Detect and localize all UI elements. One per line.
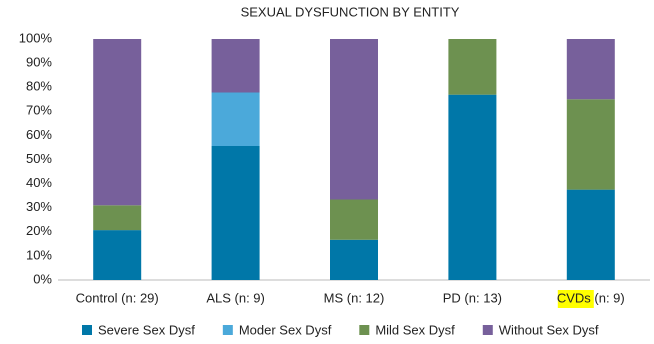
chart-title: SEXUAL DYSFUNCTION BY ENTITY bbox=[241, 4, 460, 19]
legend-label: Moder Sex Dysf bbox=[239, 322, 332, 337]
bar-segment bbox=[448, 39, 497, 95]
bar-segment bbox=[93, 205, 142, 231]
bar-segment bbox=[330, 199, 378, 240]
y-tick-label: 20% bbox=[26, 223, 52, 238]
legend-swatch bbox=[359, 325, 370, 335]
bar-segment bbox=[566, 39, 615, 100]
legend-swatch bbox=[482, 325, 493, 335]
bar-segment bbox=[566, 99, 615, 190]
bar-segment bbox=[93, 39, 142, 206]
bar-segment bbox=[566, 189, 615, 280]
legend-swatch bbox=[222, 325, 233, 335]
y-tick-label: 60% bbox=[26, 127, 52, 142]
legend-swatch bbox=[82, 325, 92, 335]
legend-label: Severe Sex Dysf bbox=[98, 322, 195, 337]
x-tick-label: MS (n: 12) bbox=[324, 290, 385, 305]
bar-segment bbox=[93, 230, 142, 280]
x-tick-label: ALS (n: 9) bbox=[206, 290, 265, 305]
bar-segment bbox=[448, 94, 497, 281]
y-tick-label: 0% bbox=[33, 271, 52, 286]
y-tick-label: 30% bbox=[26, 199, 52, 214]
y-tick-label: 90% bbox=[26, 55, 52, 70]
bar-segment bbox=[330, 239, 378, 280]
bar-segment bbox=[330, 39, 378, 200]
y-tick-label: 100% bbox=[19, 30, 53, 45]
legend-label: Without Sex Dysf bbox=[499, 322, 599, 337]
bar-segment bbox=[211, 39, 260, 93]
legend-label: Mild Sex Dysf bbox=[375, 322, 455, 337]
y-tick-label: 40% bbox=[26, 175, 52, 190]
highlight bbox=[557, 290, 594, 308]
y-tick-label: 70% bbox=[26, 103, 52, 118]
x-tick-label: Control (n: 29) bbox=[76, 290, 159, 305]
y-tick-label: 50% bbox=[26, 151, 52, 166]
x-tick-label: PD (n: 13) bbox=[443, 290, 502, 305]
y-tick-label: 80% bbox=[26, 79, 52, 94]
x-tick-label: CVDs (n: 9) bbox=[557, 290, 625, 305]
bar-segment bbox=[211, 92, 260, 147]
bar-segment bbox=[211, 146, 260, 280]
y-tick-label: 10% bbox=[26, 247, 52, 262]
